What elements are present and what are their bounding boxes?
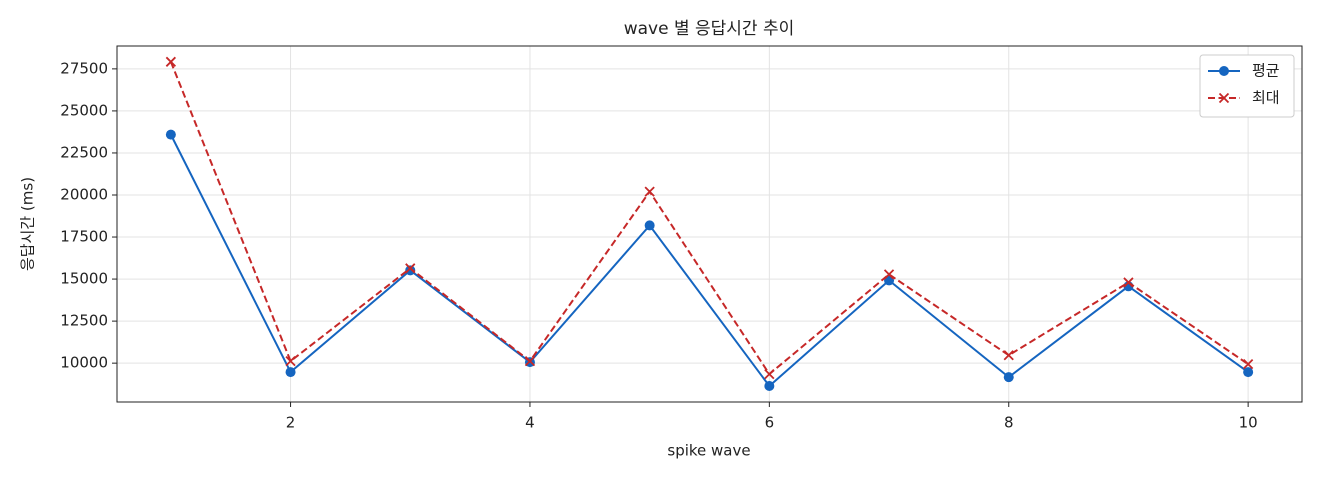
marker xyxy=(764,381,775,392)
x-tick-label: 2 xyxy=(286,414,296,432)
marker xyxy=(1243,367,1254,378)
series-line xyxy=(169,134,1249,388)
marker xyxy=(1243,359,1254,370)
legend-box xyxy=(1199,54,1295,118)
x-tick-label: 8 xyxy=(1004,414,1014,432)
y-tick-label: 20000 xyxy=(60,185,108,203)
y-tick-label: 25000 xyxy=(60,101,108,119)
x-tick-label: 4 xyxy=(525,414,535,432)
marker xyxy=(165,129,176,140)
legend-label: 최대 xyxy=(1252,89,1280,107)
marker xyxy=(1123,277,1134,288)
marker xyxy=(524,356,536,367)
marker xyxy=(165,56,177,67)
marker xyxy=(285,356,296,367)
x-tick-label: 10 xyxy=(1239,414,1258,432)
y-tick-label: 10000 xyxy=(60,354,108,372)
marker xyxy=(644,186,655,197)
marker xyxy=(764,368,775,380)
marker xyxy=(1003,372,1014,383)
marker xyxy=(1218,92,1230,104)
y-tick-label: 15000 xyxy=(60,270,108,288)
marker xyxy=(883,269,895,280)
series-line xyxy=(169,61,1249,376)
marker xyxy=(405,263,416,274)
y-tick-label: 17500 xyxy=(60,228,108,246)
y-axis-label: 응답시간 (ms) xyxy=(19,177,37,271)
marker xyxy=(405,265,416,276)
y-tick-label: 22500 xyxy=(60,143,108,161)
marker xyxy=(1003,350,1014,361)
y-tick-label: 27500 xyxy=(60,59,108,77)
x-tick-label: 6 xyxy=(765,414,775,432)
marker xyxy=(644,220,655,231)
legend-label: 평균 xyxy=(1252,62,1280,80)
plot-frame xyxy=(116,45,1303,403)
marker xyxy=(285,367,296,378)
y-tick-label: 12500 xyxy=(60,312,108,330)
x-axis-label: spike wave xyxy=(667,442,750,460)
chart-title: wave 별 응답시간 추이 xyxy=(624,19,795,39)
marker xyxy=(1219,66,1229,76)
